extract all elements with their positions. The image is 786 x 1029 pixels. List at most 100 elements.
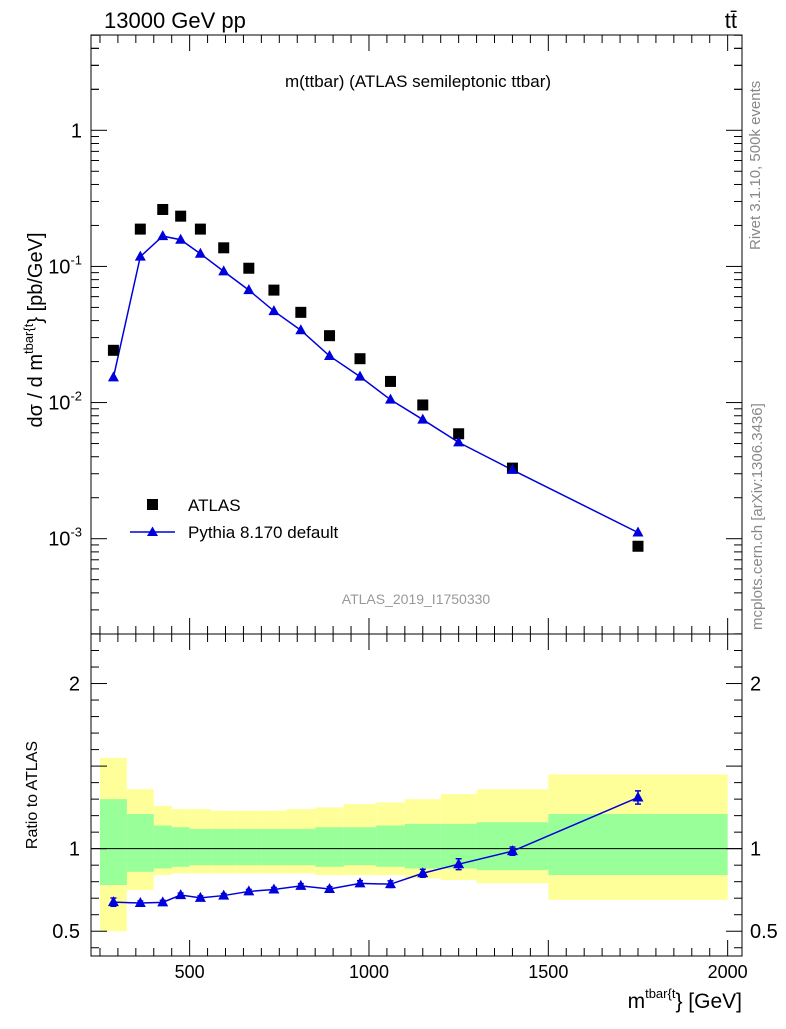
atlas-point [632,540,644,552]
atlas-point [157,203,169,215]
pythia-point [175,233,187,244]
main-y-tick-label: 1 [71,120,82,142]
pythia-line [112,235,639,534]
atlas-point [218,242,230,254]
analysis-tag: ATLAS_2019_I1750330 [342,591,491,607]
ratio-y-tick-label: 1 [69,839,80,861]
green-band-bin [99,799,127,885]
x-tick-labels: 500 1000 1500 2000 [175,962,748,982]
ratio-point [194,891,206,902]
legend-pythia-label: Pythia 8.170 default [188,523,339,542]
green-band-bin [548,813,728,876]
ratio-point [354,877,366,888]
x-tick-label: 1000 [349,962,389,982]
atlas-point [417,399,429,411]
plot-title: m(ttbar) (ATLAS semileptonic ttbar) [285,72,551,91]
ratio-point [268,883,280,894]
pythia-point [295,324,307,335]
green-band-bin [126,813,154,872]
green-band-bin [261,828,287,866]
pythia-point [384,393,396,404]
ratio-point [175,889,187,900]
pythia-point [453,436,465,447]
ratio-point [453,858,465,869]
atlas-point [175,210,187,222]
legend-pythia-marker [147,526,158,536]
pythia-point [324,349,336,360]
ratio-y-ticks [91,650,742,949]
pythia-points [107,230,644,537]
ratio-x-ticks [99,634,729,956]
main-x-ticks [99,35,729,634]
main-y-ticks [91,34,742,635]
main-y-axis-label: dσ / d mtbar{t} [pb/GeV] [21,232,47,427]
legend-atlas-label: ATLAS [188,496,241,515]
atlas-point [295,306,307,318]
pythia-point [218,265,230,276]
ratio-point [157,896,169,907]
ratio-y-tick-labels: 0.5 0.5 1 1 2 2 [52,674,778,944]
header-process-label: tt̄ [725,8,737,33]
atlas-point [384,375,396,387]
ratio-point [218,889,230,900]
atlas-point [134,223,146,235]
ratio-points [107,790,644,908]
x-tick-label: 2000 [708,962,748,982]
pythia-point [268,305,280,316]
main-frame [90,34,743,635]
ratio-point [417,867,429,878]
svg-text:dσ / d mtbar{t} [pb/GeV]: dσ / d mtbar{t} [pb/GeV] [21,232,47,427]
ratio-point [384,878,396,889]
atlas-point [107,344,119,356]
mcplots-label: mcplots.cern.ch [arXiv:1306.3436] [749,403,766,630]
atlas-point [194,223,206,235]
header-energy-label: 13000 GeV pp [104,8,246,33]
ratio-panel: 0.5 0.5 1 1 2 2 500 1000 1500 2000 Ratio to ATLA… [24,633,778,1013]
ratio-y-tick-label-right: 0.5 [750,921,778,943]
atlas-point [354,353,366,365]
atlas-point [268,284,280,296]
main-y-tick-label: 10-3 [48,525,82,551]
x-tick-label: 500 [175,962,205,982]
green-band-bin [343,827,377,866]
green-band-bin [286,828,316,866]
green-band-bin [315,827,344,867]
atlas-points [107,203,644,552]
pythia-point [506,463,518,474]
ratio-y-tick-label-right: 2 [750,674,761,696]
pythia-point [157,230,169,241]
ratio-y-axis-label: Ratio to ATLAS [24,741,41,849]
atlas-point [243,262,255,274]
green-band-bin [153,825,172,869]
green-band-bin [376,825,405,867]
green-band-bin [171,827,190,867]
main-y-tick-label: 10-1 [48,252,82,278]
main-y-tick-label: 10-2 [48,389,82,415]
legend: ATLAS Pythia 8.170 default [130,496,339,542]
x-tick-label: 1500 [528,962,568,982]
legend-atlas-marker [147,499,158,510]
ratio-y-tick-label: 0.5 [52,921,80,943]
pythia-point [194,247,206,258]
green-band-bin [404,823,441,869]
ratio-y-tick-label-right: 1 [750,839,761,861]
x-axis-label: mtbar{t} [GeV] [628,986,742,1013]
green-band-bin [189,828,212,866]
pythia-point [134,250,146,261]
svg-text:mtbar{t} [GeV]: mtbar{t} [GeV] [628,986,742,1013]
main-y-tick-labels: 10-3 10-2 10-1 1 [48,120,82,550]
pythia-point [417,413,429,424]
ratio-line [113,796,639,904]
green-band-bin [211,828,237,866]
pythia-point [107,371,119,382]
ratio-point [295,879,307,890]
rivet-label: Rivet 3.1.10, 500k events [747,81,764,250]
ratio-point [506,845,518,856]
ratio-point [632,791,644,802]
ratio-point [134,896,146,907]
main-panel: 10-3 10-2 10-1 1 m(ttbar) (ATLAS semilepton… [21,34,743,635]
ratio-point [324,882,336,893]
ratio-point [243,885,255,896]
pythia-point [354,370,366,381]
